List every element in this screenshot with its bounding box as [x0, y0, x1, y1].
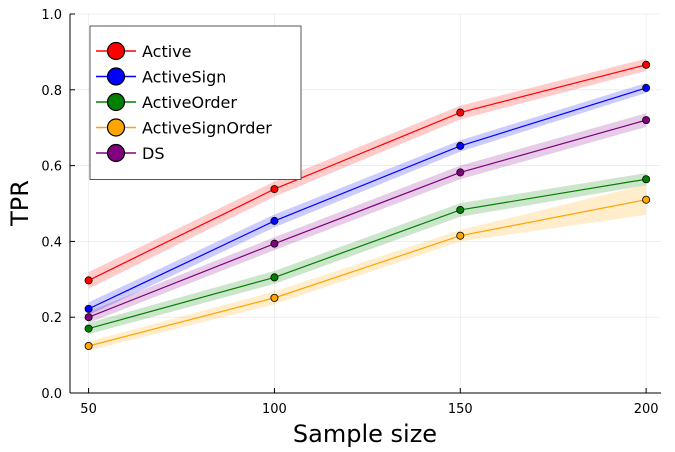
legend: Active ActiveSign ActiveOrder ActiveSignOrd…: [89, 25, 302, 180]
y-axis-title: TPR: [6, 180, 34, 227]
line-activesign: [88, 87, 647, 310]
series-points: [84, 60, 651, 351]
y-tick-label: 0.0: [41, 387, 62, 402]
point-activesign: [84, 304, 93, 313]
point-activesignorder: [642, 195, 651, 204]
legend-label-ds: DS: [142, 144, 164, 163]
x-tick-label: 100: [262, 402, 287, 417]
legend-label-activesignorder: ActiveSignOrder: [142, 119, 272, 138]
legend-marker-activeorder: [106, 92, 126, 112]
point-activeorder: [270, 273, 279, 282]
y-tick-label: 0.6: [41, 160, 62, 175]
point-activesignorder: [84, 342, 93, 351]
x-tick-label: 200: [634, 402, 659, 417]
axes: [69, 13, 661, 394]
band-activesignorder: [88, 184, 647, 351]
point-activesignorder: [456, 231, 465, 240]
point-activesignorder: [270, 293, 279, 302]
y-tick-label: 0.2: [41, 311, 62, 326]
band-ds: [88, 113, 647, 323]
legend-label-activesign: ActiveSign: [142, 68, 226, 87]
point-active: [84, 276, 93, 285]
y-tick-label: 0.4: [41, 235, 62, 250]
legend-marker-activesign: [106, 67, 126, 86]
point-activesign: [456, 141, 465, 150]
legend-marker-active: [106, 41, 126, 61]
point-activeorder: [642, 175, 651, 184]
band-activesign: [88, 82, 647, 316]
point-activesign: [642, 83, 651, 92]
line-activesignorder: [88, 199, 647, 347]
point-active: [456, 108, 465, 117]
y-tick-label: 1.0: [41, 8, 62, 23]
x-tick-label: 150: [448, 402, 473, 417]
x-tick-label: 50: [80, 402, 97, 417]
tick-labels: 50 100 150 200 0.0 0.2 0.4 0.6 0.8 1.0: [41, 8, 658, 417]
point-ds: [270, 239, 279, 248]
line-active: [88, 64, 647, 281]
line-ds: [88, 119, 647, 318]
legend-label-activeorder: ActiveOrder: [142, 93, 237, 112]
line-activeorder: [88, 178, 647, 330]
confidence-bands: [88, 58, 647, 351]
point-activeorder: [456, 205, 465, 214]
band-activeorder: [88, 173, 647, 335]
legend-label-active: Active: [142, 42, 192, 61]
point-active: [270, 185, 279, 194]
point-activeorder: [84, 324, 93, 333]
series-lines: [88, 64, 647, 347]
point-activesign: [270, 216, 279, 225]
legend-marker-ds: [106, 143, 126, 163]
point-ds: [642, 116, 651, 125]
y-tick-label: 0.8: [41, 84, 62, 99]
band-active: [88, 58, 647, 289]
point-active: [642, 60, 651, 69]
x-axis-title: Sample size: [293, 420, 437, 448]
point-ds: [84, 313, 93, 322]
legend-marker-activesignorder: [106, 118, 126, 137]
point-ds: [456, 168, 465, 177]
